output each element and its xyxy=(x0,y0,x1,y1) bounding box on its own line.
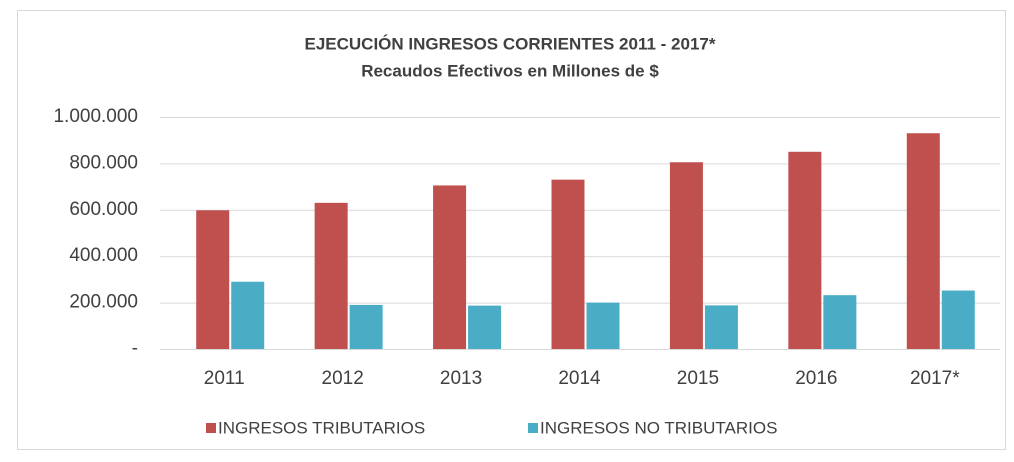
legend-swatch xyxy=(206,423,216,433)
bar xyxy=(551,179,585,349)
x-tick-label: 2011 xyxy=(204,368,245,389)
bar xyxy=(941,290,975,349)
bar xyxy=(468,305,502,349)
bar xyxy=(231,281,265,349)
bar xyxy=(788,151,822,349)
chart-subtitle: Recaudos Efectivos en Millones de $ xyxy=(361,61,659,80)
bar xyxy=(823,295,857,349)
bar xyxy=(669,162,703,349)
x-tick-label: 2014 xyxy=(558,368,601,389)
bar xyxy=(314,202,348,349)
bar xyxy=(586,302,620,349)
y-tick-label: 400.000 xyxy=(69,245,138,266)
y-tick-label: 600.000 xyxy=(69,199,138,220)
chart-border xyxy=(17,10,1006,450)
x-tick-label: 2012 xyxy=(322,368,364,389)
x-tick-label: 2017* xyxy=(910,368,960,389)
bar xyxy=(196,210,230,349)
legend-label: INGRESOS NO TRIBUTARIOS xyxy=(540,418,777,437)
x-tick-label: 2013 xyxy=(440,368,482,389)
legend-swatch xyxy=(528,423,538,433)
bar xyxy=(704,305,738,349)
x-tick-label: 2016 xyxy=(795,368,837,389)
chart-title: EJECUCIÓN INGRESOS CORRIENTES 2011 - 201… xyxy=(305,34,716,53)
bar xyxy=(433,185,467,349)
bar xyxy=(349,304,383,349)
y-tick-label: - xyxy=(132,338,138,359)
legend-label: INGRESOS TRIBUTARIOS xyxy=(218,418,425,437)
x-tick-label: 2015 xyxy=(677,368,719,389)
y-tick-label: 1.000.000 xyxy=(53,106,138,127)
y-tick-label: 200.000 xyxy=(69,292,138,313)
y-tick-label: 800.000 xyxy=(69,152,138,173)
bar xyxy=(906,133,940,349)
